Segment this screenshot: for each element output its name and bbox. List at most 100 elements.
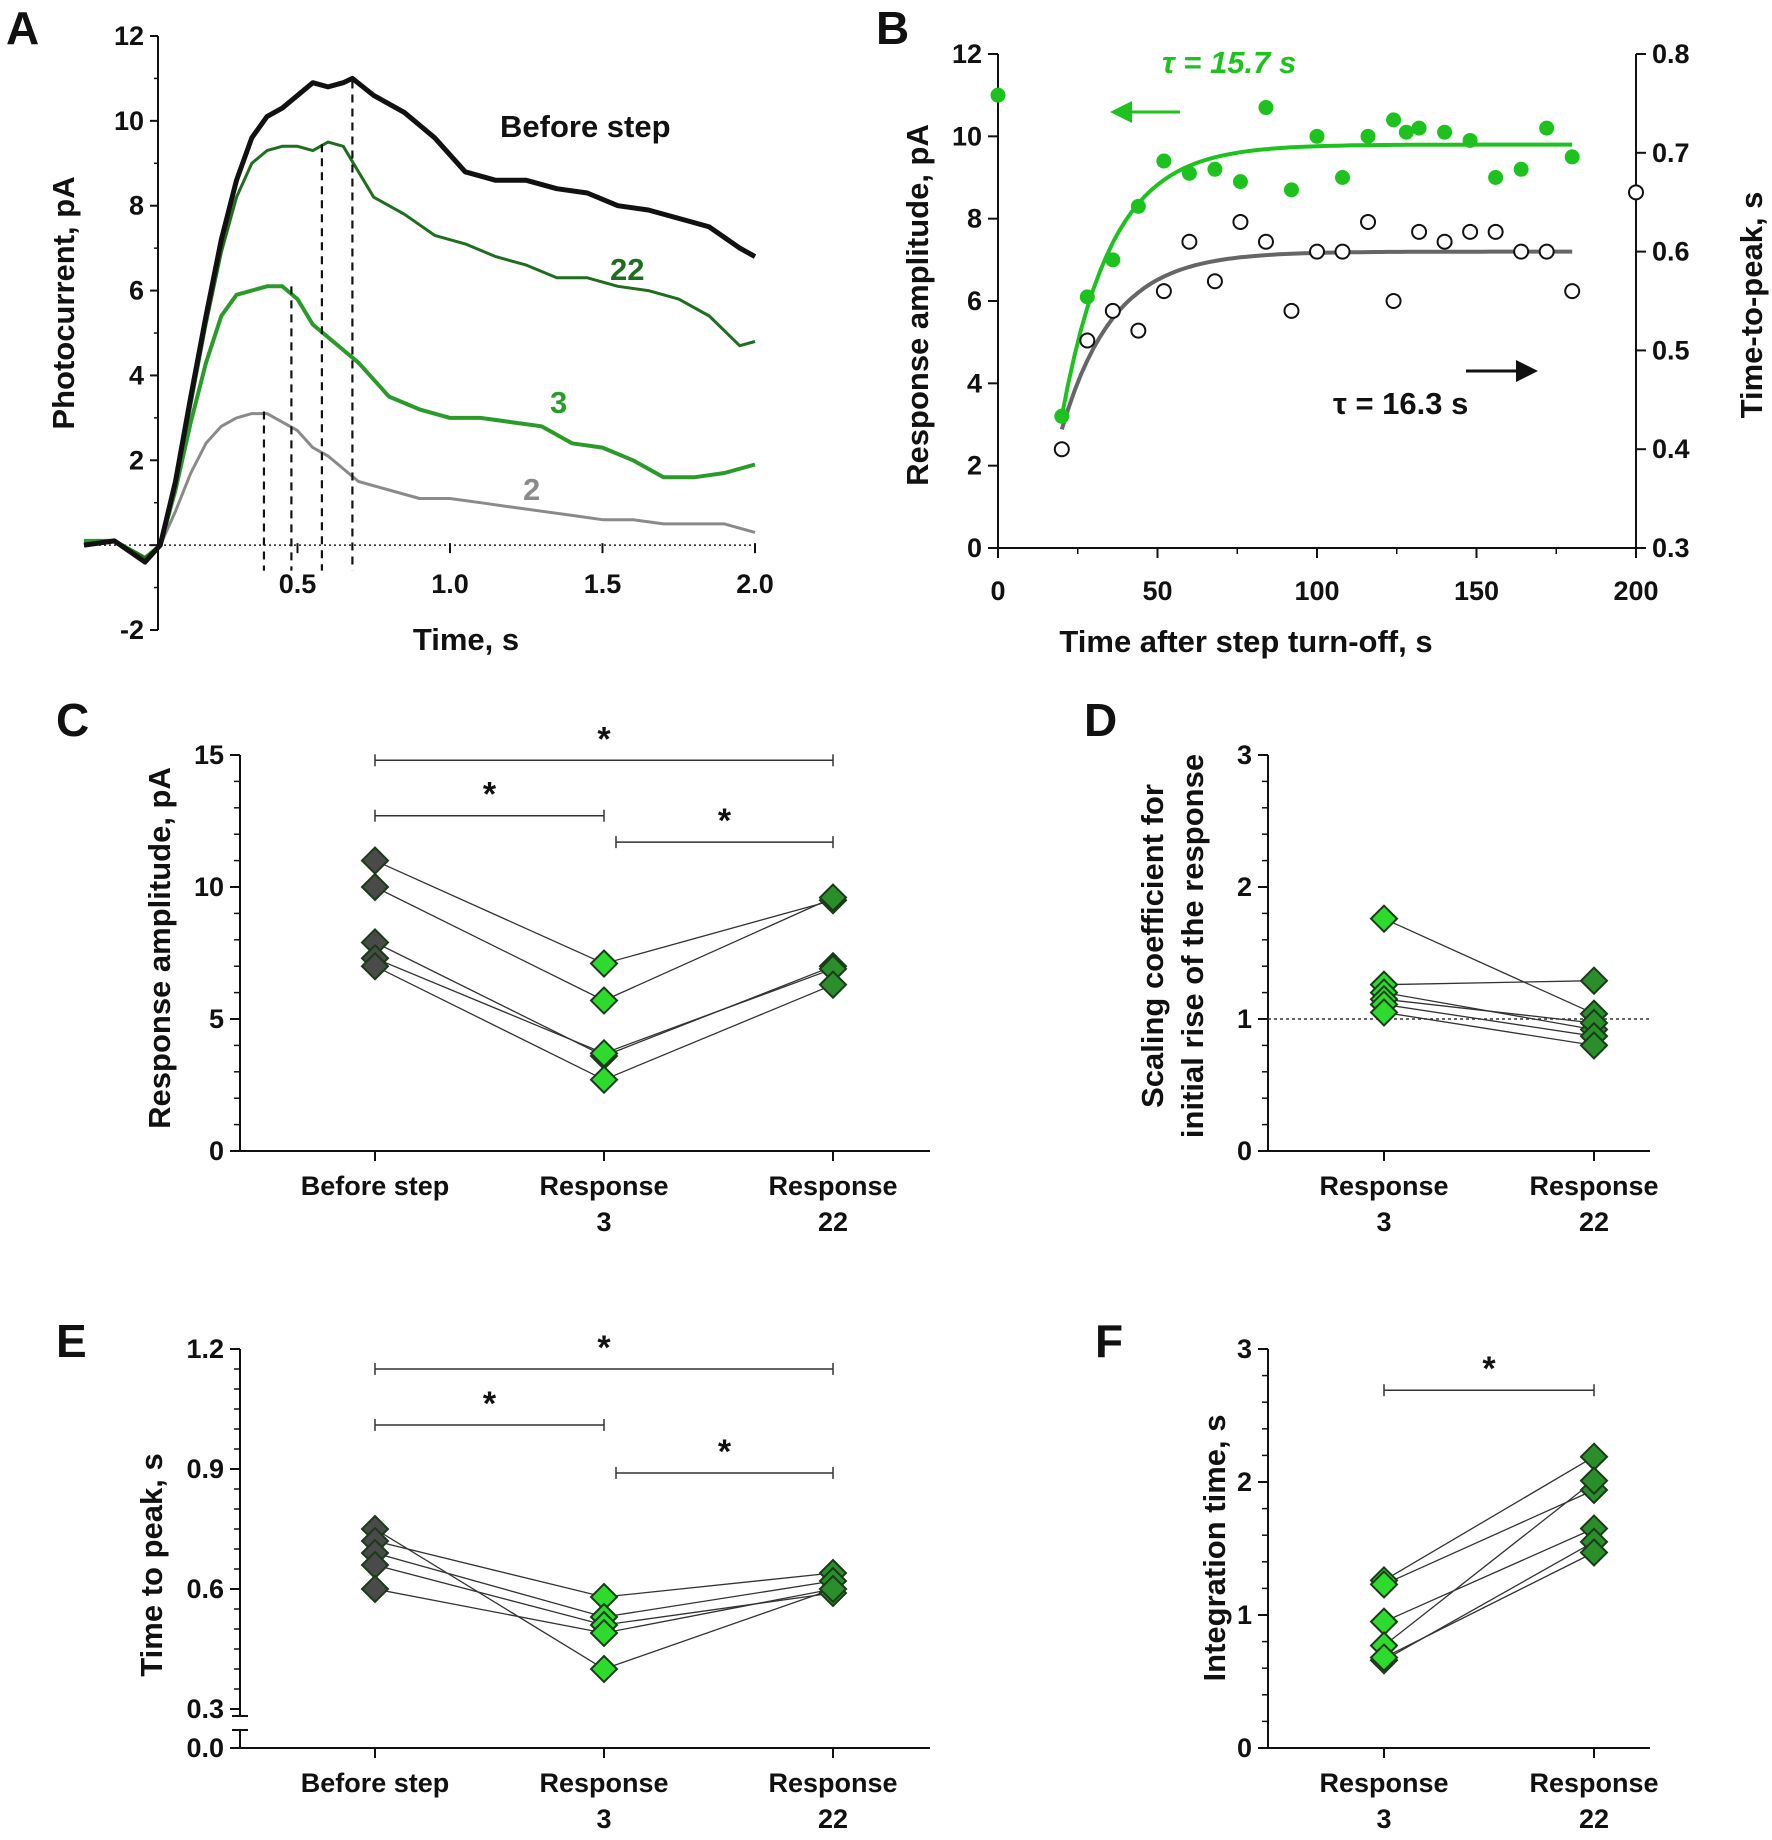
- label-response-3: 3: [550, 385, 567, 420]
- tau-black-label: τ = 16.3 s: [1333, 386, 1468, 421]
- y-tick-label-a: 4: [129, 360, 144, 390]
- amplitude-point: [1232, 174, 1248, 190]
- x-tick-label-b: 100: [1294, 576, 1339, 606]
- data-diamond: [360, 872, 390, 902]
- amplitude-point: [1564, 149, 1580, 165]
- panel-label-c: C: [56, 694, 89, 746]
- x-category-label: 3: [596, 1804, 611, 1834]
- time-to-peak-point: [1053, 441, 1070, 458]
- time-to-peak-point: [1462, 223, 1479, 240]
- y-tick-label: 0.0: [186, 1733, 224, 1763]
- time-to-peak-point: [1079, 332, 1096, 349]
- y-tick-label: 0: [1237, 1733, 1252, 1763]
- y-tick-label-a: 2: [129, 445, 144, 475]
- pair-line: [1383, 1456, 1595, 1581]
- y-axis-title-c: Response amplitude, pA: [142, 767, 177, 1129]
- panel-d: D 0 1 2 3 Response 3 Response 22 Scaling coeffi…: [1084, 694, 1659, 1237]
- pair-line: [1383, 918, 1595, 1015]
- x-category-label: 22: [818, 1207, 848, 1237]
- y-tick-label-b-right: 0.4: [1652, 434, 1690, 464]
- significance-star: *: [1482, 1350, 1496, 1388]
- time-to-peak-point: [1130, 322, 1147, 339]
- y-axis-title-b-left: Response amplitude, pA: [900, 124, 935, 486]
- data-diamond: [589, 1618, 619, 1648]
- time-to-peak-point: [1206, 273, 1223, 290]
- y-axis-title-a: Photocurrent, pA: [46, 176, 81, 429]
- y-tick-label-b-left: 2: [967, 451, 982, 481]
- y-tick-label-b-right: 0.8: [1652, 39, 1690, 69]
- tau-green-label: τ = 15.7 s: [1162, 45, 1296, 80]
- y-tick-label: 2: [1237, 872, 1252, 902]
- time-to-peak-point: [1181, 233, 1198, 250]
- panel-b: B 0 50 100 150 200 0 2 4 6 8 10 12 0.3 0.4 0.5 0.6 0.7 0.…: [876, 2, 1769, 659]
- data-diamond: [1369, 904, 1399, 934]
- x-category-label: Before step: [301, 1171, 450, 1201]
- time-to-peak-point: [1538, 243, 1555, 260]
- time-to-peak-point: [1155, 283, 1172, 300]
- x-tick-label-a: 2.0: [736, 569, 774, 599]
- x-tick-label-b: 50: [1142, 576, 1172, 606]
- y-tick-label-b-left: 6: [967, 286, 982, 316]
- trace-22: [83, 140, 756, 560]
- x-category-label: Response: [1319, 1768, 1448, 1798]
- amplitude-point: [990, 87, 1006, 103]
- amplitude-point: [1181, 165, 1197, 181]
- time-to-peak-point: [1334, 243, 1351, 260]
- pair-line: [1383, 980, 1595, 986]
- x-category-label: Response: [1319, 1171, 1448, 1201]
- left-arrow-indicator: [1110, 101, 1180, 123]
- x-tick-label-b: 200: [1613, 576, 1658, 606]
- y-tick-label-b-left: 4: [967, 368, 982, 398]
- data-diamond: [818, 883, 848, 912]
- pair-line: [1383, 1480, 1595, 1647]
- y-tick-label: 0.6: [186, 1574, 224, 1604]
- x-axis-title-a: Time, s: [413, 622, 519, 657]
- panel-label-e: E: [56, 1315, 87, 1367]
- y-tick-label-a: 12: [114, 21, 144, 51]
- x-tick-label-a: 1.0: [431, 569, 469, 599]
- time-to-peak-point: [1309, 243, 1325, 260]
- y-tick-label-b-left: 8: [967, 204, 982, 234]
- pair-line: [1383, 1527, 1595, 1623]
- x-tick-label-a: 1.5: [584, 569, 622, 599]
- time-to-peak-point: [1283, 302, 1300, 319]
- x-category-label: Before step: [301, 1768, 450, 1798]
- x-category-label: 3: [1376, 1804, 1391, 1834]
- x-category-label: 22: [1579, 1804, 1609, 1834]
- data-diamond: [589, 1654, 619, 1684]
- significance-star: *: [718, 1433, 732, 1471]
- panel-label-a: A: [6, 2, 39, 54]
- amplitude-point: [1513, 161, 1529, 177]
- y-tick-label: 1.2: [186, 1334, 224, 1364]
- amplitude-point: [1335, 170, 1351, 185]
- time-to-peak-point: [1411, 223, 1428, 240]
- amplitude-point: [1539, 120, 1555, 136]
- amplitude-point: [1437, 124, 1453, 140]
- amplitude-point: [1207, 161, 1223, 177]
- y-tick-label: 10: [194, 872, 224, 902]
- pair-line: [374, 886, 834, 1002]
- y-tick-label-a: -2: [120, 615, 144, 645]
- panel-c: C 0 5 10 15 Before step Response 3 Response 22 * *…: [56, 694, 930, 1237]
- x-category-label: Response: [768, 1171, 897, 1201]
- data-diamond: [1579, 1538, 1609, 1567]
- data-diamond: [1369, 1569, 1399, 1599]
- x-tick-label-b: 150: [1454, 576, 1499, 606]
- y-axis-title-d-line2: initial rise of the response: [1175, 754, 1210, 1138]
- amplitude-point: [1462, 132, 1478, 148]
- x-category-label: 3: [596, 1207, 611, 1237]
- time-to-peak-point: [1232, 213, 1249, 230]
- label-response-2: 2: [523, 472, 540, 507]
- y-tick-label: 0: [209, 1136, 224, 1166]
- pair-line: [1383, 998, 1595, 1024]
- y-tick-label: 15: [194, 740, 224, 770]
- time-to-peak-point: [1564, 283, 1581, 300]
- time-to-peak-point: [1104, 302, 1121, 319]
- y-tick-label: 0.9: [186, 1454, 224, 1484]
- panel-label-d: D: [1084, 694, 1117, 746]
- time-to-peak-point: [1628, 184, 1644, 201]
- data-diamond: [589, 986, 619, 1015]
- right-arrow-indicator: [1466, 360, 1538, 382]
